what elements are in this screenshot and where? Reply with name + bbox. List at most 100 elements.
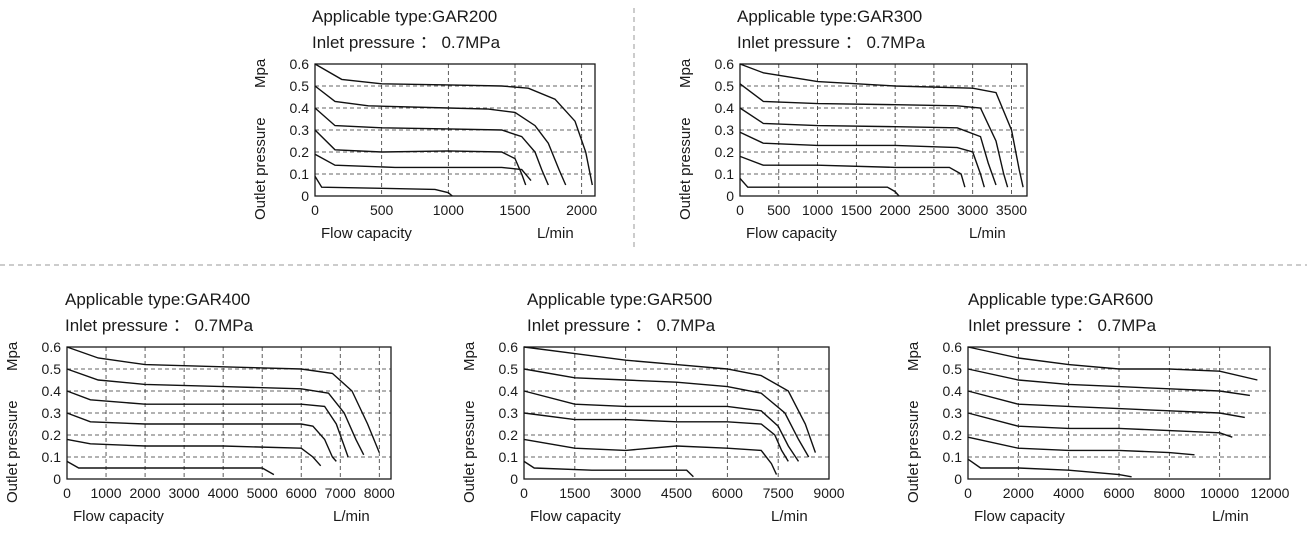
x-tick-label: 0 [964,485,972,501]
y-axis-unit: Mpa [461,341,478,371]
pressure-curve-6 [967,458,1132,478]
chart-4: Applicable type:GAR500 Inlet pressure ： 0… [461,290,845,525]
x-tick-label: 0 [311,202,319,218]
plot-frame [739,63,1028,197]
pressure-curve-5 [523,438,778,475]
x-axis-unit: L/min [771,508,808,525]
pressure-curve-3 [66,390,349,458]
y-axis-unit: Mpa [677,58,694,88]
pressure-curve-2 [967,368,1251,397]
y-axis-label: Outlet pressure [677,117,694,220]
y-tick-label: 0 [726,188,734,204]
x-tick-label: 3000 [610,485,641,501]
y-tick-label: 0.4 [715,100,735,116]
y-tick-label: 0.4 [42,383,62,399]
pressure-curve-6 [739,177,900,197]
x-tick-label: 3500 [996,202,1027,218]
x-tick-label: 5000 [247,485,278,501]
x-tick-label: 2500 [918,202,949,218]
x-tick-label: 1000 [802,202,833,218]
pressure-curve-4 [66,412,337,462]
x-tick-label: 2000 [566,202,597,218]
pressure-curve-6 [314,175,453,197]
x-tick-label: 4000 [208,485,239,501]
y-tick-label: 0.5 [42,361,62,377]
y-tick-label: 0.5 [715,78,735,94]
x-tick-label: 0 [63,485,71,501]
y-tick-label: 0.3 [42,405,62,421]
x-tick-label: 6000 [1103,485,1134,501]
x-tick-label: 3000 [169,485,200,501]
y-axis-label: Outlet pressure [461,400,478,503]
pressure-curve-5 [66,438,322,467]
chart-title: Applicable type:GAR300 [737,7,922,26]
x-tick-label: 3000 [957,202,988,218]
y-axis-label: Outlet pressure [4,400,21,503]
y-tick-label: 0.6 [290,56,310,72]
pressure-curve-1 [739,63,1024,188]
x-tick-label: 12000 [1251,485,1290,501]
y-tick-label: 0 [954,471,962,487]
x-tick-label: 0 [520,485,528,501]
x-tick-label: 2000 [880,202,911,218]
y-tick-label: 0.2 [42,427,62,443]
chart-3: Applicable type:GAR400 Inlet pressure ： 0… [4,290,395,525]
x-tick-label: 9000 [813,485,844,501]
y-tick-label: 0.5 [943,361,963,377]
y-tick-label: 0.5 [290,78,310,94]
y-tick-label: 0.1 [943,449,963,465]
x-tick-label: 2000 [1003,485,1034,501]
x-tick-label: 1500 [841,202,872,218]
pressure-curve-4 [523,412,789,462]
x-axis-label: Flow capacity [974,508,1065,525]
pressure-curve-2 [523,368,810,458]
pressure-curve-4 [967,412,1233,438]
pressure-curve-2 [739,83,1009,188]
chart-subtitle: Inlet pressure ： 0.7MPa [968,316,1157,335]
x-axis-label: Flow capacity [73,508,164,525]
pressure-curve-1 [523,346,817,453]
pressure-curve-2 [314,85,567,186]
y-tick-label: 0.3 [715,122,735,138]
pressure-curve-3 [739,107,997,186]
pressure-curve-1 [314,63,593,186]
x-tick-label: 500 [370,202,394,218]
x-tick-label: 8000 [364,485,395,501]
x-tick-label: 8000 [1154,485,1185,501]
pressure-curve-4 [739,131,985,188]
pressure-curve-3 [523,390,800,462]
pressure-curve-1 [967,346,1258,381]
y-axis-label: Outlet pressure [252,117,269,220]
y-axis-unit: Mpa [252,58,269,88]
x-axis-label: Flow capacity [530,508,621,525]
x-axis-unit: L/min [1212,508,1249,525]
y-tick-label: 0 [301,188,309,204]
chart-subtitle: Inlet pressure ： 0.7MPa [527,316,716,335]
chart-subtitle: Inlet pressure ： 0.7MPa [737,33,926,52]
y-tick-label: 0.2 [290,144,310,160]
x-tick-label: 4500 [661,485,692,501]
y-tick-label: 0 [510,471,518,487]
chart-title: Applicable type:GAR400 [65,290,250,309]
x-tick-label: 500 [767,202,791,218]
x-axis-label: Flow capacity [321,225,412,242]
chart-grid: Applicable type:GAR200 Inlet pressure ： 0… [4,7,1290,525]
x-tick-label: 7500 [763,485,794,501]
x-axis-label: Flow capacity [746,225,837,242]
y-axis-label: Outlet pressure [905,400,922,503]
y-tick-label: 0.3 [943,405,963,421]
x-tick-label: 10000 [1200,485,1239,501]
pressure-curve-3 [314,107,549,186]
chart-subtitle: Inlet pressure ： 0.7MPa [312,33,501,52]
y-tick-label: 0.1 [499,449,519,465]
chart-title: Applicable type:GAR200 [312,7,497,26]
y-tick-label: 0.1 [290,166,310,182]
chart-title: Applicable type:GAR500 [527,290,712,309]
chart-2: Applicable type:GAR300 Inlet pressure ： 0… [677,7,1028,242]
pressure-curve-5 [739,155,966,188]
x-axis-unit: L/min [333,508,370,525]
pressure-curve-6 [523,460,694,478]
y-tick-label: 0.2 [943,427,963,443]
y-axis-unit: Mpa [905,341,922,371]
y-tick-label: 0.6 [42,339,62,355]
